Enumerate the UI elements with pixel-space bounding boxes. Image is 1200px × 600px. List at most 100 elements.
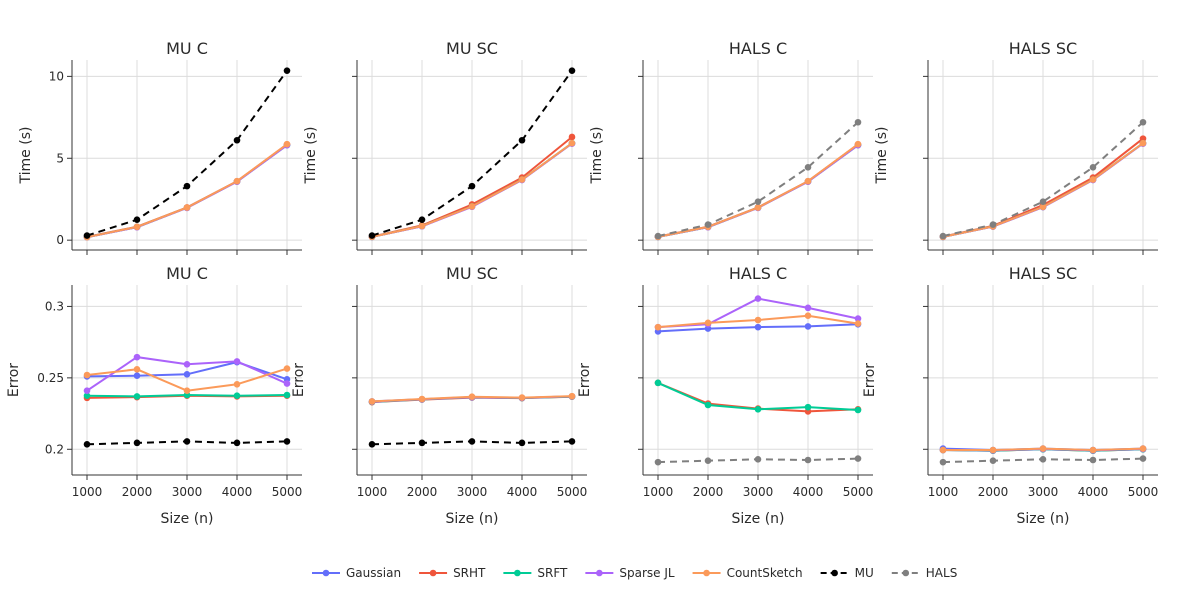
data-point-countsketch bbox=[804, 312, 812, 320]
panel-hals-c-error: 1000 2000 3000 4000 5000 HALS C Error Size (n) bbox=[577, 264, 873, 527]
legend-item-gaussian[interactable]: Gaussian bbox=[312, 566, 401, 580]
series-mu bbox=[368, 438, 576, 448]
data-point-mu bbox=[233, 136, 241, 144]
panel-title: MU SC bbox=[446, 39, 498, 58]
legend: Gaussian SRHT SRFT Sparse JL CountSketch MU HA… bbox=[312, 566, 957, 580]
data-point-countsketch bbox=[518, 394, 526, 401]
panel-mu-c-time: 0 5 10 MU C Time (s) bbox=[18, 39, 302, 255]
data-point-countsketch bbox=[133, 365, 141, 373]
data-point-countsketch bbox=[418, 222, 426, 230]
panel-hals-sc-error: 1000 2000 3000 4000 5000 HALS SC Error Size (n) bbox=[862, 264, 1158, 527]
data-point-mu bbox=[368, 440, 376, 448]
panel-title: HALS C bbox=[729, 264, 787, 283]
legend-swatch-marker bbox=[703, 569, 710, 577]
x-tick-label: 4000 bbox=[507, 485, 538, 499]
y-tick-label: 5 bbox=[56, 151, 64, 165]
data-point-countsketch bbox=[854, 320, 862, 327]
data-point-mu bbox=[283, 67, 291, 74]
data-point-countsketch bbox=[418, 395, 426, 403]
y-axis-title: Time (s) bbox=[303, 127, 319, 185]
x-tick-label: 5000 bbox=[272, 485, 303, 499]
data-point-sparse-jl bbox=[854, 315, 862, 322]
data-point-hals bbox=[804, 163, 812, 171]
y-axis-title: Error bbox=[291, 363, 307, 397]
data-point-sparse-jl bbox=[804, 304, 812, 312]
data-point-hals bbox=[939, 458, 947, 466]
data-point-sparse-jl bbox=[183, 360, 191, 368]
data-point-countsketch bbox=[368, 398, 376, 405]
x-tick-label: 3000 bbox=[457, 485, 488, 499]
data-point-countsketch bbox=[568, 392, 576, 400]
data-point-hals bbox=[1039, 455, 1047, 463]
data-point-countsketch bbox=[754, 316, 762, 324]
data-point-hals bbox=[654, 232, 662, 240]
data-point-countsketch bbox=[283, 140, 291, 148]
y-tick-label: 0.2 bbox=[45, 442, 64, 456]
data-point-hals bbox=[704, 457, 712, 465]
legend-item-srft[interactable]: SRFT bbox=[503, 566, 568, 580]
legend-item-srht[interactable]: SRHT bbox=[419, 566, 486, 580]
data-point-sparse-jl bbox=[754, 295, 762, 302]
x-tick-label: 2000 bbox=[122, 485, 153, 499]
legend-label: Gaussian bbox=[346, 566, 401, 580]
data-point-mu bbox=[133, 439, 141, 447]
x-tick-label: 2000 bbox=[407, 485, 438, 499]
data-point-countsketch bbox=[1089, 446, 1097, 454]
series-mu bbox=[368, 67, 576, 239]
x-tick-label: 1000 bbox=[928, 485, 959, 499]
legend-item-mu[interactable]: MU bbox=[820, 566, 874, 580]
data-point-countsketch bbox=[83, 371, 91, 379]
legend-item-countsketch[interactable]: CountSketch bbox=[692, 566, 803, 580]
data-point-hals bbox=[854, 455, 862, 462]
y-axis-title: Time (s) bbox=[18, 127, 34, 185]
x-tick-label: 3000 bbox=[1028, 485, 1059, 499]
legend-swatch-marker bbox=[514, 569, 521, 577]
data-point-mu bbox=[568, 438, 576, 445]
panel-title: HALS SC bbox=[1009, 264, 1077, 283]
series-hals bbox=[654, 118, 862, 240]
legend-swatch-marker bbox=[429, 569, 437, 577]
data-point-srft bbox=[654, 379, 662, 387]
series-sparse-jl bbox=[83, 353, 291, 395]
y-tick-label: 0.3 bbox=[45, 299, 64, 313]
x-axis-title: Size (n) bbox=[446, 511, 499, 527]
data-point-sparse-jl bbox=[83, 387, 91, 395]
series-countsketch bbox=[368, 392, 576, 405]
data-point-countsketch bbox=[183, 387, 191, 395]
data-point-countsketch bbox=[233, 177, 241, 185]
data-point-countsketch bbox=[1139, 139, 1147, 147]
data-point-srht bbox=[568, 133, 576, 141]
data-point-mu bbox=[418, 216, 426, 223]
panel-mu-sc-error: 1000 2000 3000 4000 5000 MU SC Error Size (n) bbox=[291, 264, 587, 527]
legend-item-hals[interactable]: HALS bbox=[891, 566, 958, 580]
legend-item-sparse-jl[interactable]: Sparse JL bbox=[585, 566, 675, 580]
y-axis-title: Time (s) bbox=[589, 127, 605, 185]
data-point-mu bbox=[468, 182, 476, 190]
data-point-srht bbox=[1139, 135, 1147, 142]
data-point-mu bbox=[518, 439, 526, 447]
x-tick-label: 5000 bbox=[843, 485, 874, 499]
x-tick-label: 3000 bbox=[743, 485, 774, 499]
data-point-countsketch bbox=[1039, 203, 1047, 211]
data-point-sparse-jl bbox=[283, 380, 291, 387]
legend-label: Sparse JL bbox=[619, 566, 675, 580]
data-point-countsketch bbox=[854, 140, 862, 148]
data-point-srft bbox=[754, 405, 762, 413]
data-point-mu bbox=[518, 136, 526, 144]
data-point-hals bbox=[1039, 198, 1047, 205]
x-tick-label: 2000 bbox=[978, 485, 1009, 499]
x-tick-label: 4000 bbox=[1078, 485, 1109, 499]
legend-swatch-marker bbox=[831, 569, 838, 577]
data-point-countsketch bbox=[1089, 176, 1097, 183]
x-tick-label: 5000 bbox=[557, 485, 588, 499]
data-point-countsketch bbox=[133, 223, 141, 231]
y-axis-title: Error bbox=[6, 363, 22, 397]
data-point-sparse-jl bbox=[233, 358, 241, 365]
x-tick-label: 4000 bbox=[793, 485, 824, 499]
data-point-hals bbox=[804, 456, 812, 464]
data-point-countsketch bbox=[939, 446, 947, 454]
data-point-countsketch bbox=[468, 393, 476, 401]
data-point-hals bbox=[1139, 455, 1147, 462]
legend-label: SRHT bbox=[453, 566, 486, 580]
